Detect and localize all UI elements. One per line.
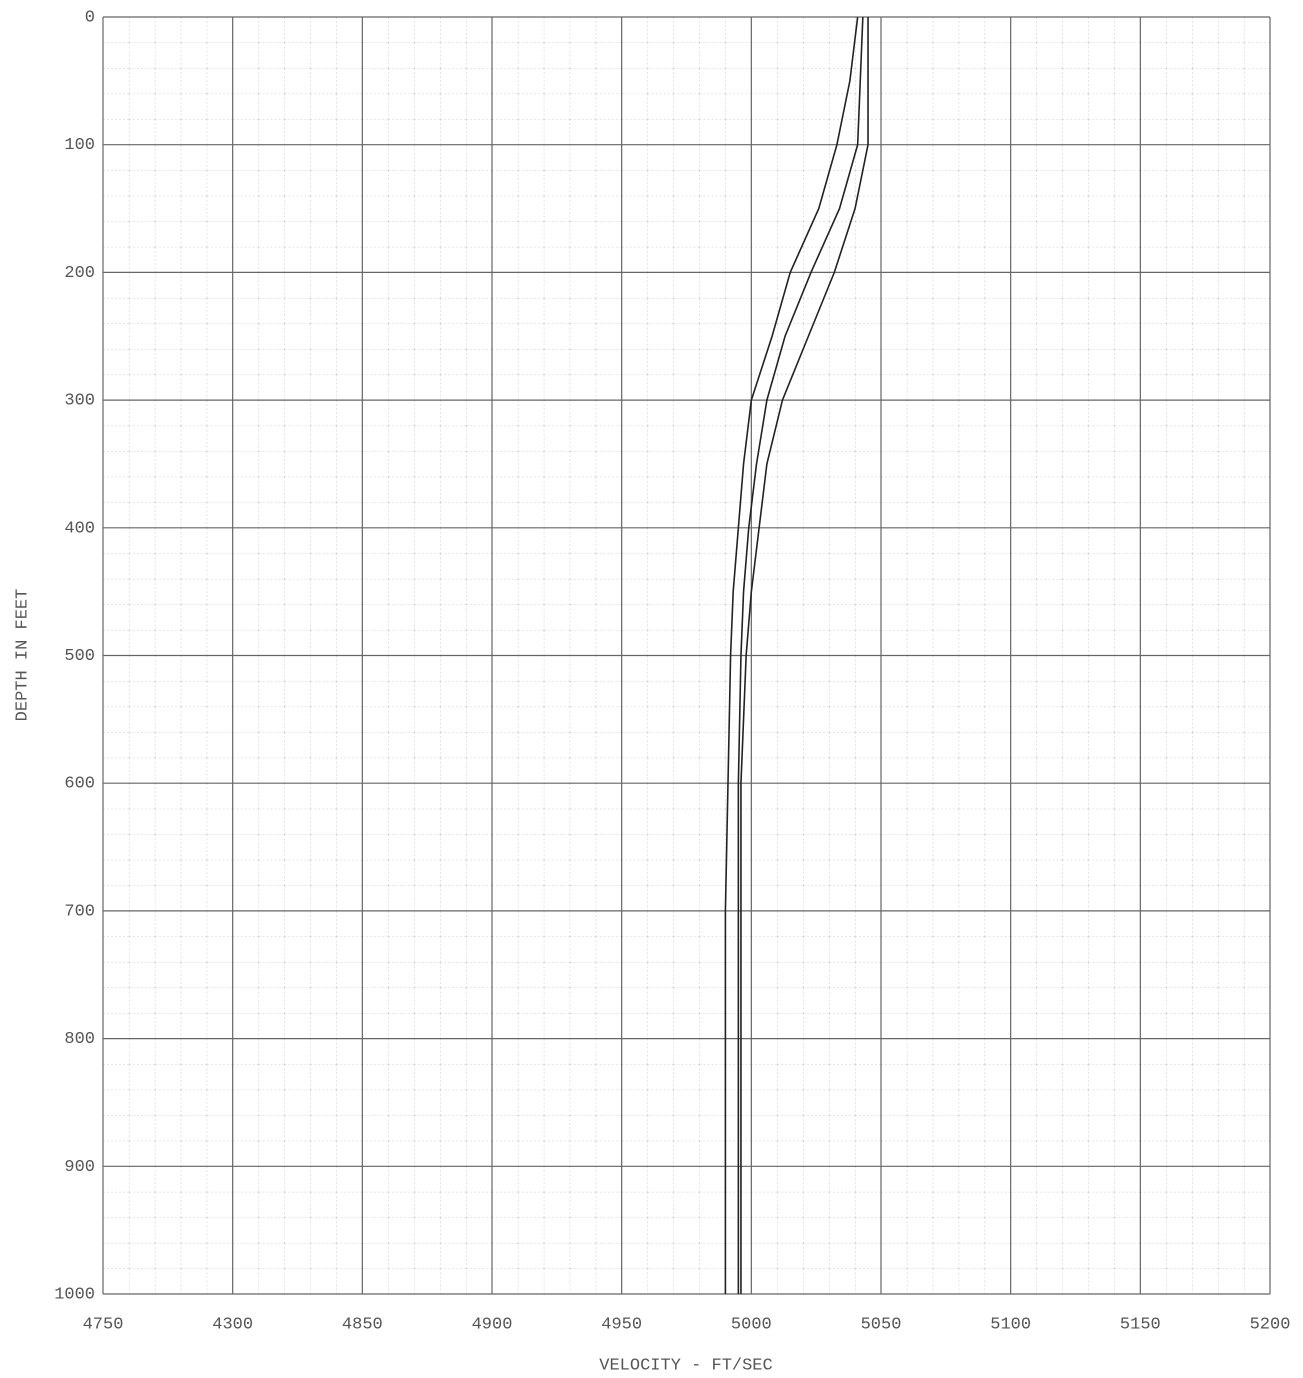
y-tick-label: 400 [64,519,95,538]
y-axis-title: DEPTH IN FEET [13,589,32,722]
y-tick-label: 0 [85,8,95,27]
y-tick-label: 900 [64,1158,95,1177]
velocity-curve [724,16,859,1294]
y-tick-label: 100 [64,136,95,155]
x-tick-label: 5000 [731,1315,772,1334]
y-tick-label: 500 [64,647,95,666]
x-tick-label: 4300 [212,1315,253,1334]
x-tick-label: 5150 [1120,1315,1161,1334]
y-tick-label: 300 [64,392,95,411]
x-tick-label: 4750 [83,1315,124,1334]
x-tick-label: 5050 [861,1315,902,1334]
velocity-curve [740,17,869,1294]
velocity-curve [737,16,864,1294]
x-tick-label: 4850 [342,1315,383,1334]
y-tick-label: 600 [64,775,95,794]
x-tick-label: 5200 [1250,1315,1291,1334]
y-tick-label: 700 [64,902,95,921]
x-tick-label: 4900 [472,1315,513,1334]
y-tick-label: 1000 [54,1285,95,1304]
y-tick-label: 200 [64,264,95,283]
x-tick-label: 4950 [601,1315,642,1334]
x-axis-title: VELOCITY - FT/SEC [599,1356,772,1375]
x-tick-label: 5100 [990,1315,1031,1334]
y-tick-label: 800 [64,1030,95,1049]
